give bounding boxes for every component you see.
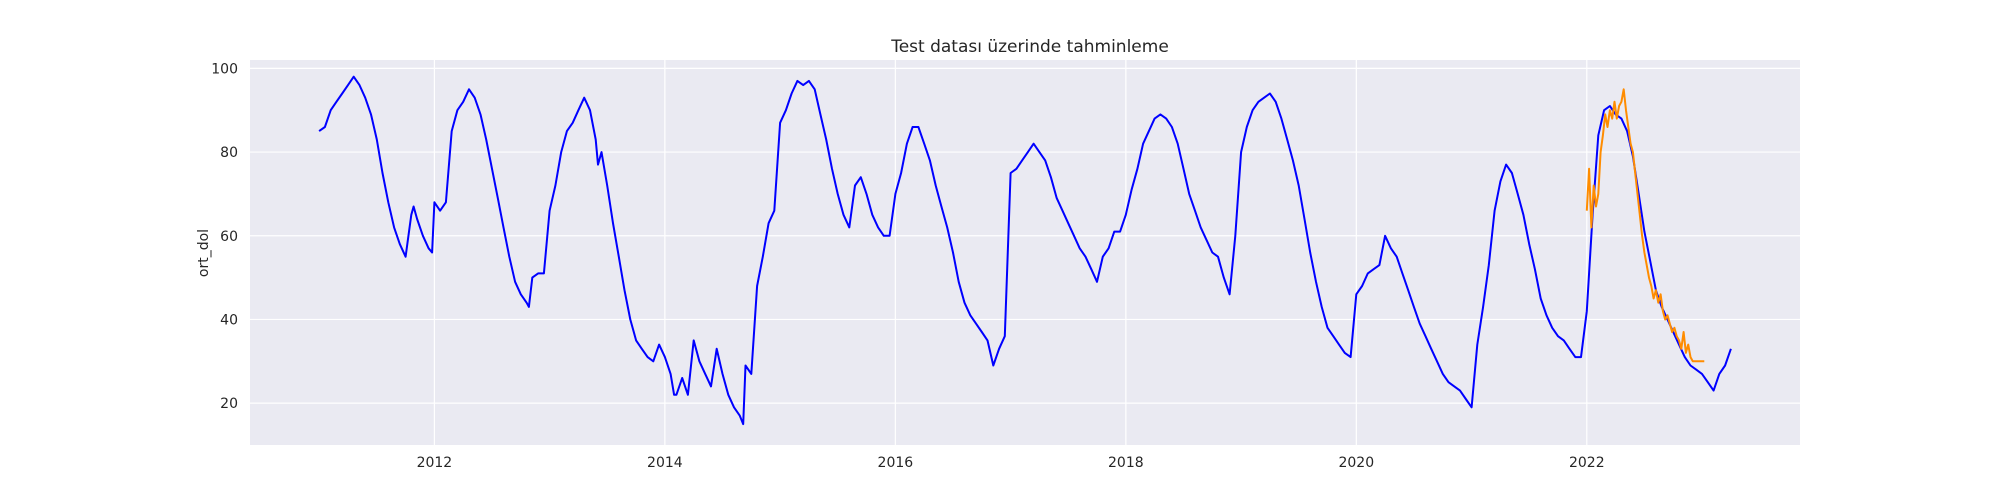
series-line-actual [318,75,1732,426]
y-tick-label: 60 [220,229,238,245]
chart-title: Test datası üzerinde tahminleme [890,37,1169,57]
x-tick-labels: 2012 2014 2016 2018 2020 2022 [417,455,1605,471]
y-tick-label: 80 [220,145,238,161]
x-tick-label: 2020 [1338,455,1374,471]
x-tick-label: 2022 [1569,455,1605,471]
y-tick-labels: 20 40 60 80 100 [211,61,238,412]
plot-background [250,60,1800,445]
y-tick-label: 20 [220,396,238,412]
series-line-prediction [1585,88,1705,363]
y-tick-label: 40 [220,312,238,328]
x-tick-label: 2016 [878,455,914,471]
gridlines [250,60,1800,445]
y-tick-label: 100 [211,61,238,77]
x-tick-label: 2012 [417,455,453,471]
x-tick-label: 2014 [647,455,683,471]
y-axis-label: ort_dol [196,229,212,277]
x-tick-label: 2018 [1108,455,1144,471]
series-lines [318,75,1732,426]
